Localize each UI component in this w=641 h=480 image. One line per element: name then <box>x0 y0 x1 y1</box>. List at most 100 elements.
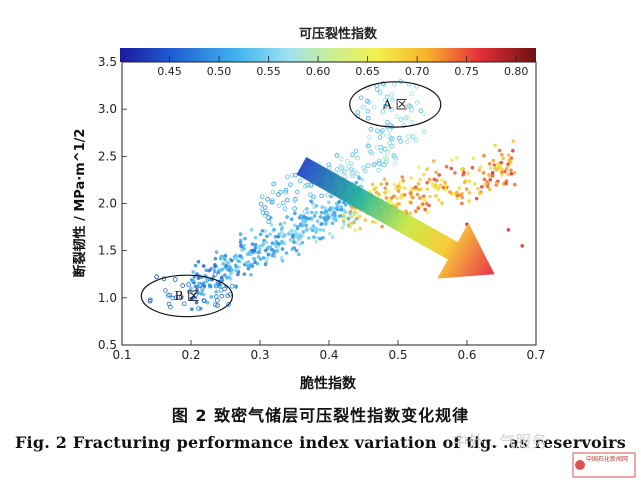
data-point <box>399 193 404 197</box>
data-point <box>292 223 297 228</box>
data-point <box>384 181 389 186</box>
data-point <box>449 166 454 171</box>
data-point <box>437 198 441 202</box>
data-point <box>358 214 362 219</box>
data-point <box>408 108 414 113</box>
data-point <box>319 193 324 199</box>
data-point <box>384 160 389 165</box>
data-point <box>282 221 287 225</box>
data-point <box>215 298 220 303</box>
data-point <box>230 258 234 263</box>
data-point <box>474 196 479 201</box>
data-point <box>204 277 209 282</box>
data-point <box>221 262 225 266</box>
data-point <box>390 97 395 103</box>
data-point <box>418 177 422 182</box>
data-point <box>418 196 422 200</box>
data-point <box>330 213 335 217</box>
data-point <box>425 180 429 185</box>
data-point <box>337 199 342 204</box>
data-point <box>375 145 380 150</box>
data-point <box>265 197 270 202</box>
data-point <box>309 199 313 204</box>
data-point <box>249 272 253 277</box>
data-point <box>499 160 504 165</box>
data-point <box>295 226 300 231</box>
data-point <box>342 174 348 179</box>
data-point <box>365 116 371 121</box>
data-point <box>455 196 460 201</box>
data-point <box>326 165 332 171</box>
data-point <box>377 162 383 167</box>
trend-arrow-shape <box>296 157 495 279</box>
data-point <box>311 194 317 200</box>
data-point <box>506 228 511 232</box>
data-point <box>271 181 277 187</box>
data-point <box>242 272 247 276</box>
data-point <box>219 254 223 259</box>
data-point <box>343 166 349 171</box>
data-point <box>432 177 437 182</box>
colorbar-tick-label: 0.80 <box>504 65 529 78</box>
data-point <box>236 259 240 263</box>
data-point <box>382 97 388 103</box>
data-point <box>375 128 380 134</box>
data-point <box>354 171 360 177</box>
data-point <box>360 177 365 182</box>
data-point <box>348 214 353 219</box>
data-point <box>264 240 269 244</box>
data-point <box>225 275 229 280</box>
data-point <box>381 162 387 168</box>
x-axis-ticks: 0.1 0.2 0.3 0.4 0.5 0.6 0.7 <box>112 340 546 362</box>
data-point <box>173 295 179 301</box>
data-point <box>392 81 397 87</box>
data-point <box>270 241 275 245</box>
data-point <box>284 197 290 203</box>
data-point <box>253 260 257 265</box>
data-point <box>378 148 384 154</box>
data-point <box>191 295 196 300</box>
data-point <box>386 134 392 139</box>
data-point <box>506 162 510 166</box>
data-point <box>353 208 357 213</box>
data-point <box>471 156 476 161</box>
data-point <box>258 232 263 237</box>
data-point <box>180 283 186 288</box>
data-point <box>363 218 368 222</box>
data-point <box>503 169 507 174</box>
data-point <box>520 244 525 248</box>
data-point <box>264 248 268 252</box>
data-point <box>355 110 361 115</box>
colorbar-tick-label: 0.45 <box>157 65 182 78</box>
data-point <box>346 164 352 169</box>
data-point <box>290 234 295 239</box>
data-point <box>365 108 371 114</box>
data-point <box>509 168 513 173</box>
x-tick-label: 0.1 <box>112 348 131 362</box>
data-point <box>389 107 395 112</box>
data-point <box>500 152 504 157</box>
data-point <box>172 277 178 282</box>
data-point <box>392 161 398 166</box>
data-point <box>279 227 284 232</box>
data-point <box>477 191 482 196</box>
data-point <box>376 161 382 166</box>
data-point <box>313 227 317 232</box>
data-point <box>279 256 284 260</box>
data-point <box>401 178 406 183</box>
data-point <box>300 240 305 245</box>
data-point <box>289 237 294 242</box>
data-point <box>189 290 194 295</box>
x-tick-label: 0.4 <box>319 348 338 362</box>
data-point <box>358 95 364 101</box>
data-point <box>288 182 293 187</box>
data-point <box>343 209 347 213</box>
data-point <box>226 302 231 307</box>
data-point <box>312 235 316 239</box>
data-point <box>424 201 429 206</box>
data-point <box>390 136 395 142</box>
data-point <box>355 155 360 161</box>
data-point <box>323 222 328 226</box>
data-point <box>402 193 407 197</box>
data-point <box>341 217 346 222</box>
